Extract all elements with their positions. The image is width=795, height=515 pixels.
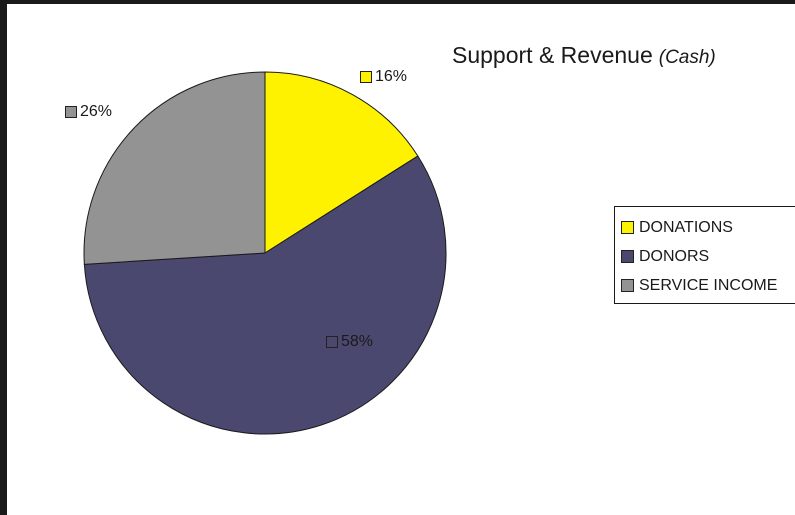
data-label-swatch xyxy=(65,106,77,118)
data-label-text: 58% xyxy=(341,333,374,350)
chart-title-text: Support & Revenue xyxy=(452,42,653,68)
data-label-donors: 58% xyxy=(326,333,373,351)
data-label-swatch xyxy=(360,71,372,83)
pie-slice-donors xyxy=(83,155,447,435)
legend-item-service-income: SERVICE INCOME xyxy=(621,271,795,300)
chart-legend: DONATIONS DONORS SERVICE INCOME xyxy=(614,206,795,304)
legend-item-donors: DONORS xyxy=(621,242,795,271)
data-label-service-income: 26% xyxy=(65,103,112,121)
data-label-text: 26% xyxy=(80,103,113,120)
legend-swatch xyxy=(621,250,634,263)
legend-label: DONORS xyxy=(639,247,710,265)
legend-swatch xyxy=(621,279,634,292)
chart-subtitle: (Cash) xyxy=(658,47,716,68)
data-label-swatch xyxy=(326,336,338,348)
pie-slice-service-income xyxy=(83,71,266,265)
pie-slice-donations xyxy=(264,71,419,254)
legend-label: SERVICE INCOME xyxy=(639,276,778,294)
legend-label: DONATIONS xyxy=(639,218,733,236)
pie-chart xyxy=(83,71,447,435)
legend-swatch xyxy=(621,221,634,234)
legend-item-donations: DONATIONS xyxy=(621,213,795,242)
data-label-donations: 16% xyxy=(360,68,407,86)
data-label-text: 16% xyxy=(375,68,408,85)
chart-title: Support & Revenue (Cash) xyxy=(452,42,716,69)
